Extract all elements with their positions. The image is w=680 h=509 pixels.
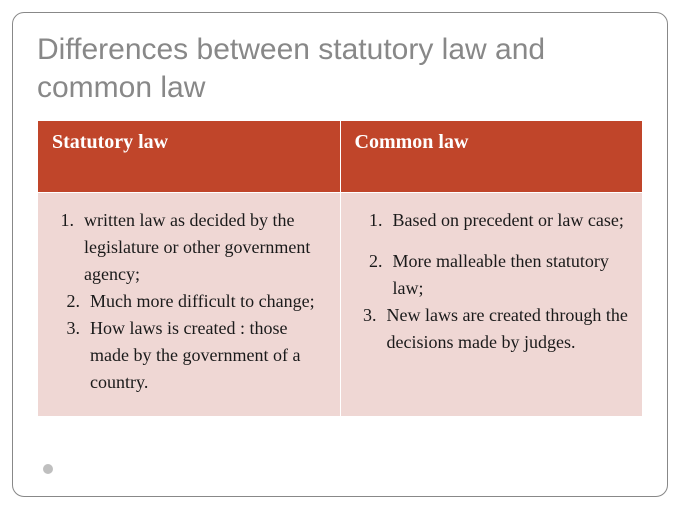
- comparison-table: Statutory law Common law 1.written law a…: [37, 120, 643, 417]
- list-item: 2.More malleable then statutory law;: [353, 248, 631, 302]
- item-text: Much more difficult to change;: [90, 288, 328, 315]
- list-item: 2.Much more difficult to change;: [50, 288, 328, 315]
- list-item: 1.Based on precedent or law case;: [353, 207, 631, 234]
- list-item: 3.New laws are created through the decis…: [353, 302, 631, 356]
- item-text: New laws are created through the decisio…: [387, 302, 631, 356]
- item-text: written law as decided by the legislatur…: [84, 207, 328, 288]
- list-item: 1.written law as decided by the legislat…: [50, 207, 328, 288]
- header-statutory: Statutory law: [38, 121, 341, 193]
- header-common: Common law: [340, 121, 643, 193]
- decorative-dot-icon: [43, 464, 53, 474]
- list-item: 3.How laws is created : those made by th…: [50, 315, 328, 396]
- slide-frame: Differences between statutory law and co…: [12, 12, 668, 497]
- item-text: More malleable then statutory law;: [393, 248, 631, 302]
- slide-title: Differences between statutory law and co…: [37, 31, 643, 106]
- item-text: Based on precedent or law case;: [393, 207, 631, 234]
- cell-statutory: 1.written law as decided by the legislat…: [38, 193, 341, 417]
- item-text: How laws is created : those made by the …: [90, 315, 328, 396]
- cell-common: 1.Based on precedent or law case; 2.More…: [340, 193, 643, 417]
